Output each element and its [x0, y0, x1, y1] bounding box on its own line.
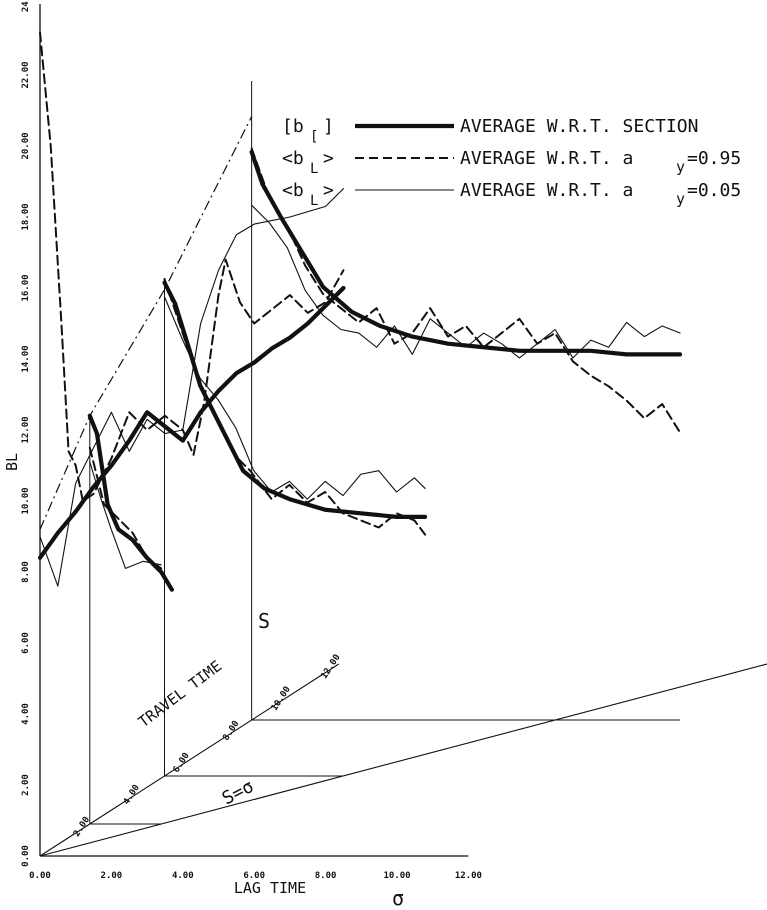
legend-text: AVERAGE W.R.T. a — [460, 148, 633, 169]
trend-dashdot-line — [39, 116, 253, 530]
z-tick-label: 2.00 — [72, 815, 92, 839]
x-tick-label: 10.00 — [383, 871, 410, 881]
z-tick-label: 10.00 — [270, 685, 293, 713]
series-line-dashed-s8.5 — [250, 147, 682, 434]
x-tick-label: 12.00 — [455, 871, 482, 881]
series-line-thin-s2 — [89, 461, 162, 569]
legend-text: AVERAGE W.R.T. SECTION — [460, 116, 698, 137]
diagonal-label: S=σ — [219, 776, 258, 809]
series-line-thin-s8.5 — [251, 204, 681, 359]
y-tick-label: 18.00 — [21, 203, 31, 230]
series-line-thick-s5 — [162, 280, 428, 519]
z-tick-label: 6.00 — [172, 751, 192, 775]
depth-axis-symbol: S — [258, 609, 270, 633]
legend-symbol-close: ] — [323, 116, 334, 137]
y-tick-label: 24. — [21, 0, 31, 12]
series-line-dashed-s2 — [88, 446, 163, 570]
legend-symbol-sub: L — [310, 161, 318, 177]
legend-text: AVERAGE W.R.T. a — [460, 180, 633, 201]
y-tick-label: 20.00 — [21, 132, 31, 159]
series-layer — [37, 31, 683, 592]
legend-entry: <b L > AVERAGE W.R.T. a y =0.05 — [282, 180, 741, 209]
y-tick-label: 14.00 — [21, 345, 31, 372]
y-tick-label: 10.00 — [21, 487, 31, 514]
diagonal-line — [39, 663, 767, 857]
y-tick-label: 2.00 — [21, 774, 31, 796]
y-tick-label: 12.00 — [21, 416, 31, 443]
y-axis-label: BL — [3, 453, 21, 471]
y-tick-label: 0.00 — [21, 845, 31, 867]
x-tick-label: 2.00 — [101, 871, 123, 881]
x-tick-label: 8.00 — [315, 871, 337, 881]
legend-entry: [b [] AVERAGE W.R.T. SECTION — [282, 116, 698, 145]
axes-frame — [39, 4, 767, 857]
legend-text-tail: =0.95 — [687, 148, 741, 169]
legend-symbol: <b — [282, 180, 304, 201]
x-tick-label: 6.00 — [243, 871, 265, 881]
legend: [b [] AVERAGE W.R.T. SECTION <b L > AVERAGE W.… — [282, 116, 741, 209]
series-line-thick-s8.5 — [249, 149, 683, 357]
legend-text-tail: =0.05 — [687, 180, 741, 201]
y-tick-label: 8.00 — [21, 561, 31, 583]
legend-text-sub: y — [676, 158, 685, 176]
y-tick-label: 16.00 — [21, 274, 31, 301]
legend-symbol-sub: L — [310, 193, 318, 209]
legend-symbol: <b — [282, 148, 304, 169]
legend-symbol-close: > — [323, 148, 334, 169]
x-tick-label: 0.00 — [29, 871, 51, 881]
x-axis-label: LAG TIME — [234, 879, 306, 897]
z-tick-label: 12.00 — [320, 653, 343, 681]
legend-symbol-close: > — [323, 180, 334, 201]
y-tick-label: 6.00 — [21, 632, 31, 654]
z-tick-label: 8.00 — [221, 719, 241, 743]
series-line-thick-s2 — [87, 413, 175, 592]
y-tick-label: 4.00 — [21, 703, 31, 725]
legend-text-sub: y — [676, 190, 685, 208]
series-line-dashed-s5 — [163, 278, 427, 536]
x-axis-symbol: σ — [392, 886, 404, 910]
series-line-dashed-s0 — [39, 31, 345, 502]
series-line-thin-s0 — [39, 188, 345, 587]
series-line-thick-s0 — [37, 285, 346, 560]
legend-symbol: [b — [282, 116, 304, 137]
legend-symbol-sub: [ — [310, 129, 318, 145]
legend-entry: <b L > AVERAGE W.R.T. a y =0.95 — [282, 148, 741, 177]
series-line-thin-s5 — [163, 296, 426, 500]
x-tick-label: 4.00 — [172, 871, 194, 881]
y-tick-label: 22.00 — [21, 61, 31, 88]
z-tick-label: 4.00 — [122, 783, 142, 807]
depth-axis-label: TRAVEL TIME — [135, 657, 225, 731]
